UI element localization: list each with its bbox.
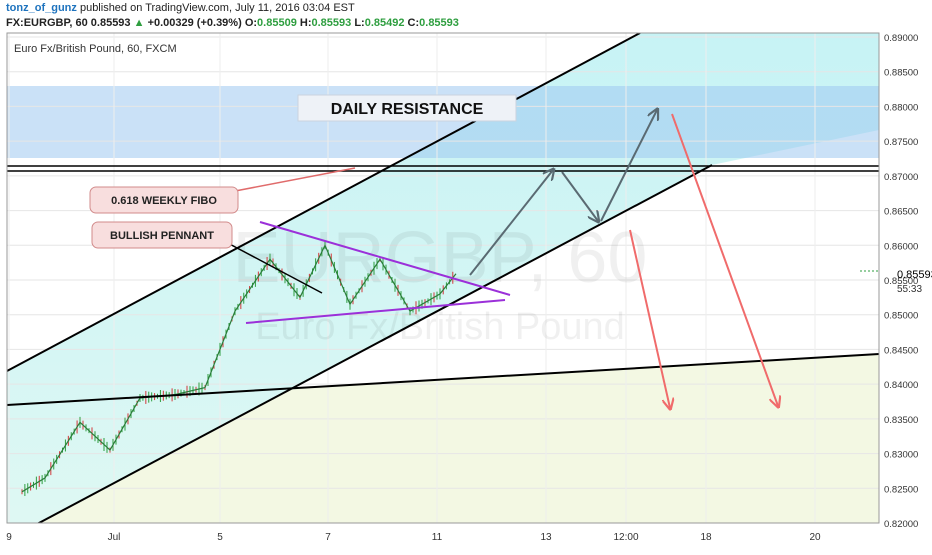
- drawings: [7, 33, 879, 540]
- countdown-label: 55:33: [897, 284, 922, 295]
- low-value: 0.85492: [364, 17, 405, 29]
- x-tick-label: 5: [217, 532, 223, 543]
- x-tick-label: 11: [432, 532, 443, 543]
- watermark-name: Euro Fx/British Pound: [255, 306, 625, 348]
- y-tick-label: 0.86500: [884, 207, 918, 218]
- y-tick-label: 0.88500: [884, 68, 918, 79]
- y-axis: 0.89000 0.88500 0.88000 0.87500 0.87000 0.865…: [884, 33, 918, 530]
- x-tick-label: 20: [809, 532, 821, 543]
- daily-resistance-text: DAILY RESISTANCE: [331, 101, 484, 118]
- weekly-fibo-text: 0.618 WEEKLY FIBO: [111, 195, 217, 207]
- close-value: 0.85593: [419, 17, 459, 29]
- projection-arrow-up-2[interactable]: [600, 110, 657, 222]
- y-tick-label: 0.83500: [884, 415, 918, 426]
- x-tick-label: 12:00: [613, 532, 638, 543]
- projection-arrow-pullback[interactable]: [561, 171, 598, 221]
- y-tick-label: 0.86000: [884, 241, 918, 252]
- high-value: 0.85593: [311, 17, 352, 29]
- channel-upper-line[interactable]: [7, 33, 641, 372]
- x-tick-label: Jul: [108, 532, 121, 543]
- y-tick-label: 0.84000: [884, 380, 918, 391]
- change-value: +0.00329 (+0.39%): [147, 17, 242, 29]
- y-tick-label: 0.88000: [884, 102, 918, 113]
- low-label: L:: [354, 17, 365, 29]
- close-label: C:: [407, 17, 420, 29]
- channel-lower-line[interactable]: [7, 164, 713, 540]
- x-tick-label: 9: [6, 532, 12, 543]
- pennant-lower-line[interactable]: [245, 299, 506, 324]
- y-tick-label: 0.85500: [884, 276, 918, 287]
- author-link[interactable]: tonz_of_gunz: [6, 2, 77, 14]
- support-trendline[interactable]: [7, 353, 879, 406]
- y-tick-label: 0.82500: [884, 484, 918, 495]
- projection-arrow-down-2[interactable]: [671, 113, 778, 406]
- current-price-label: 0.85593: [897, 269, 932, 281]
- bullish-pennant-text: BULLISH PENNANT: [110, 230, 214, 242]
- fibo-callout-pointer: [229, 167, 356, 193]
- weekly-fibo-label[interactable]: 0.618 WEEKLY FIBO: [89, 186, 239, 214]
- pennant-upper-line[interactable]: [259, 221, 511, 296]
- y-tick-label: 0.83000: [884, 450, 918, 461]
- y-tick-label: 0.84500: [884, 345, 918, 356]
- last-price: 0.85593: [90, 17, 131, 29]
- chart-title: Euro Fx/British Pound, 60, FXCM: [14, 43, 177, 55]
- open-label: O:: [244, 17, 258, 29]
- y-tick-label: 0.87000: [884, 172, 918, 183]
- chart-area[interactable]: 0.89000 0.88500 0.88000 0.87500 0.87000 0.865…: [0, 32, 932, 550]
- price-chart[interactable]: 0.89000 0.88500 0.88000 0.87500 0.87000 0.865…: [0, 32, 932, 550]
- projection-arrow-up-1[interactable]: [469, 170, 553, 276]
- x-tick-label: 18: [700, 532, 712, 543]
- y-tick-label: 0.87500: [884, 137, 918, 148]
- current-price-marker: 0.85593 55:33: [860, 269, 932, 295]
- open-value: 0.85509: [257, 17, 297, 29]
- published-text: published on TradingView.com, July 11, 2…: [79, 2, 355, 14]
- price-line: [21, 243, 457, 493]
- y-tick-label: 0.85000: [884, 311, 918, 322]
- bullish-pennant-label[interactable]: BULLISH PENNANT: [91, 221, 233, 249]
- plot-frame: [6, 32, 880, 524]
- daily-resistance-label[interactable]: DAILY RESISTANCE: [297, 94, 517, 122]
- x-tick-label: 13: [540, 532, 552, 543]
- publish-line: tonz_of_gunz published on TradingView.co…: [6, 2, 355, 14]
- y-tick-label: 0.82000: [884, 519, 918, 530]
- pennant-callout-pointer: [221, 239, 323, 294]
- projection-arrow-down-1[interactable]: [629, 229, 670, 408]
- x-tick-label: 7: [325, 532, 331, 543]
- chart-header: tonz_of_gunz published on TradingView.co…: [0, 0, 932, 32]
- x-axis: 9 Jul 5 7 11 13 12:00 18 20: [6, 532, 821, 543]
- change-arrow-icon: ▲: [133, 17, 145, 29]
- symbol-label: FX:EURGBP, 60: [6, 17, 88, 29]
- ohlc-line: FX:EURGBP, 60 0.85593 ▲ +0.00329 (+0.39%…: [6, 17, 459, 29]
- high-label: H:: [299, 17, 312, 29]
- watermark-symbol: EURGBP, 60: [233, 218, 648, 298]
- y-tick-label: 0.89000: [884, 33, 918, 44]
